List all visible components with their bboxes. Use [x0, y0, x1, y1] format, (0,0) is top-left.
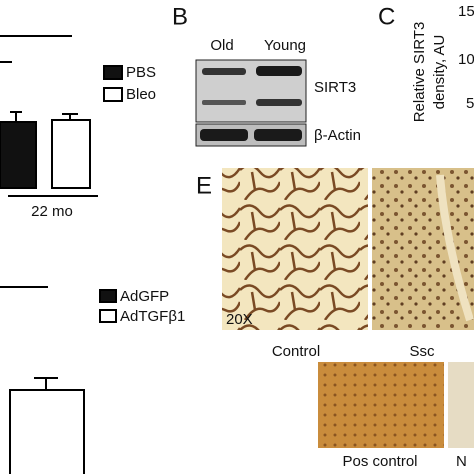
- panel-letter: B: [172, 3, 188, 30]
- legend-label: Bleo: [126, 86, 156, 103]
- axis-label: Relative SIRT3: [411, 22, 428, 123]
- column-label: Young: [264, 37, 306, 54]
- western-blot: [195, 59, 307, 147]
- micrograph: [222, 168, 368, 330]
- band: [202, 100, 246, 105]
- column-label: Old: [210, 37, 233, 54]
- band: [256, 99, 302, 106]
- legend-label: AdGFP: [120, 288, 169, 305]
- band: [256, 66, 302, 76]
- legend-swatch: [99, 289, 117, 303]
- panel-a: [0, 35, 123, 474]
- band: [202, 68, 246, 75]
- legend-swatch: [103, 65, 123, 80]
- panel-letter: C: [378, 3, 395, 30]
- panel-letter: E: [196, 172, 212, 199]
- bar: [51, 119, 91, 189]
- tick-label: 5: [466, 95, 474, 112]
- tick-label: 15: [458, 3, 474, 20]
- micrograph: [448, 362, 474, 448]
- band-label: SIRT3: [314, 79, 356, 96]
- micrograph: [318, 362, 444, 448]
- band: [254, 129, 302, 141]
- vessel: [436, 174, 474, 322]
- legend-swatch: [103, 87, 123, 102]
- tick-label: 10: [458, 51, 474, 68]
- bar: [9, 389, 85, 474]
- micrograph: [372, 168, 474, 330]
- band-label: β-Actin: [314, 127, 361, 144]
- legend-label: PBS: [126, 64, 156, 81]
- caption: Pos control: [342, 453, 417, 470]
- caption: Control: [272, 343, 320, 360]
- legend-swatch: [99, 309, 117, 323]
- group-label: 22 mo: [31, 203, 73, 220]
- caption: N: [456, 453, 467, 470]
- legend-label: AdTGFβ1: [120, 308, 185, 325]
- bar: [0, 121, 37, 189]
- band: [200, 129, 248, 141]
- axis-label: density, AU: [431, 35, 448, 110]
- magnification: 20X: [226, 311, 253, 328]
- caption: Ssc: [409, 343, 435, 360]
